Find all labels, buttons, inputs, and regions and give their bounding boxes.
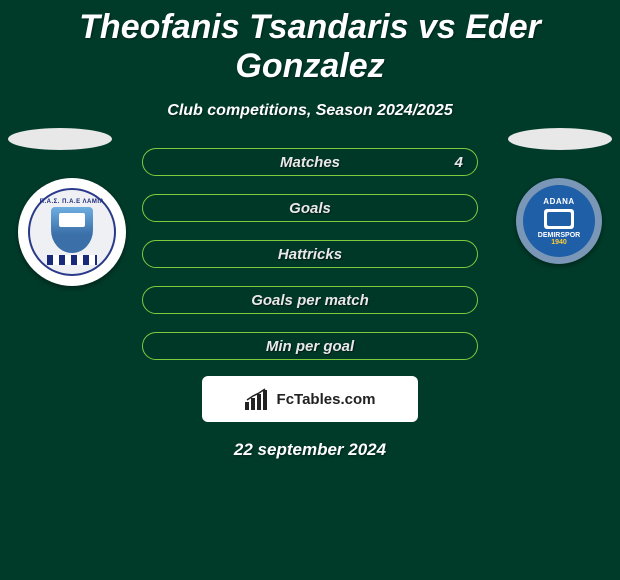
stat-label: Goals (289, 200, 331, 217)
right-pill-decor (508, 128, 612, 150)
stat-row: Goals (142, 194, 478, 222)
stat-label: Hattricks (278, 246, 342, 263)
watermark: FcTables.com (202, 376, 418, 422)
stat-row: Hattricks (142, 240, 478, 268)
badge-right-text-top: ADANA (543, 197, 574, 206)
date-label: 22 september 2024 (0, 440, 620, 460)
player-left-club-badge: Π.Α.Σ. Π.Α.Ε ΛΑΜΙΑ (18, 178, 126, 286)
stat-row: Min per goal (142, 332, 478, 360)
player-right-club-badge: ADANA DEMIRSPOR 1940 (516, 178, 602, 264)
stat-row: Matches 4 (142, 148, 478, 176)
stat-row: Goals per match (142, 286, 478, 314)
page-title: Theofanis Tsandaris vs Eder Gonzalez (0, 0, 620, 86)
left-pill-decor (8, 128, 112, 150)
stat-label: Goals per match (251, 292, 369, 309)
badge-right-year: 1940 (551, 239, 567, 246)
bars-icon (245, 388, 271, 410)
badge-right-text-bot: DEMIRSPOR (538, 232, 580, 239)
badge-left-text: Π.Α.Σ. Π.Α.Ε ΛΑΜΙΑ (40, 199, 105, 205)
badge-left-crest-icon (51, 207, 93, 253)
watermark-text: FcTables.com (277, 391, 376, 408)
stat-label: Min per goal (266, 338, 354, 355)
stat-value-right: 4 (455, 154, 463, 171)
badge-left-stripes-icon (47, 255, 97, 265)
badge-right-emblem-icon (544, 209, 574, 229)
stat-label: Matches (280, 154, 340, 171)
subtitle: Club competitions, Season 2024/2025 (0, 102, 620, 120)
